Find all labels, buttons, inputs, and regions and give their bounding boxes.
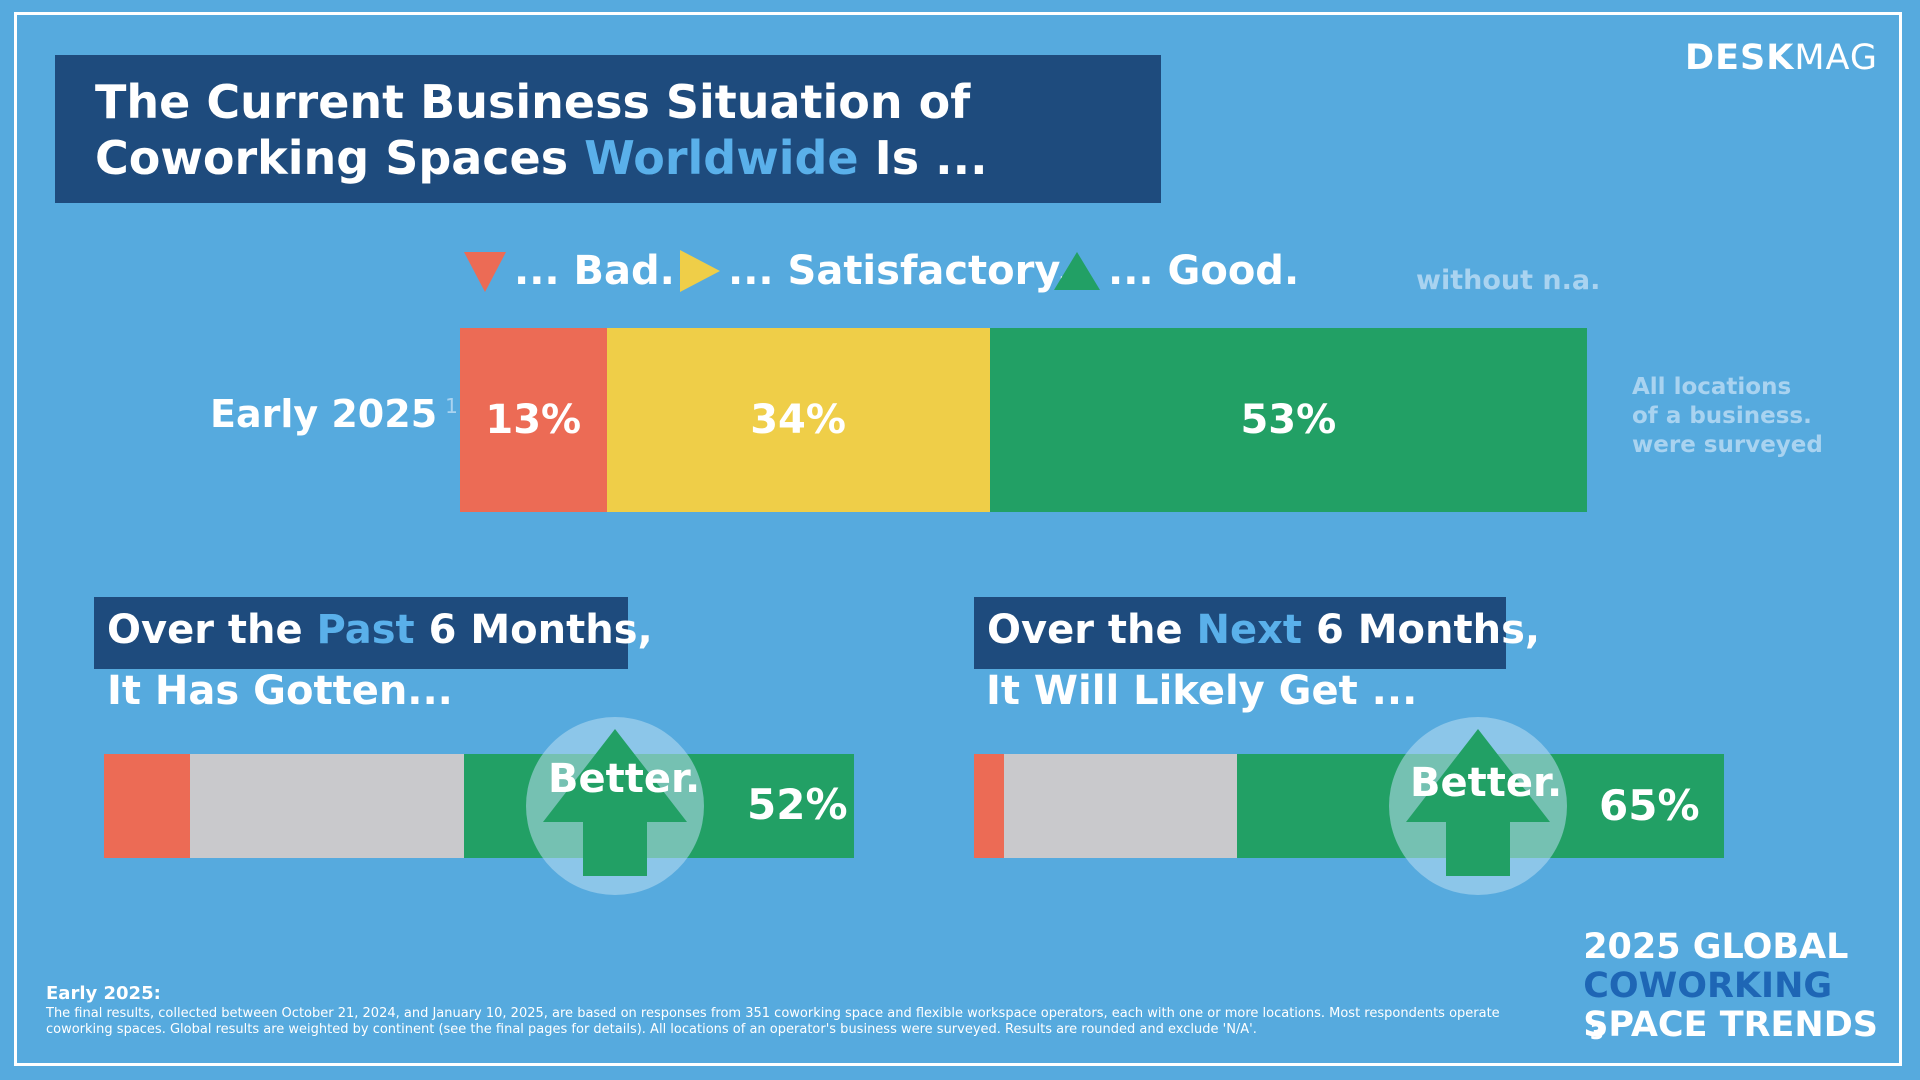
bar-segment-same (190, 754, 464, 858)
up-arrow-icon (1406, 729, 1550, 876)
next-percentage: 65% (1599, 781, 1700, 830)
title-banner: The Current Business Situation of Cowork… (55, 55, 1161, 203)
next-heading: Over the Next 6 Months, (974, 597, 1540, 669)
main-stacked-bar: 13% 34% 53% (460, 328, 1587, 512)
next-subheading: It Will Likely Get ... (986, 668, 1418, 714)
title-suffix: Is ... (858, 131, 988, 185)
past-percentage: 52% (747, 780, 848, 829)
brand-mag: MAG (1794, 38, 1878, 78)
row-label: Early 2025 1 (210, 392, 458, 436)
footnote-title: Early 2025: (46, 983, 161, 1004)
bar-segment-satisfactory (606, 328, 990, 512)
footnote-text: The final results, collected between Oct… (46, 1006, 1500, 1037)
note-line-2: of a business. (1632, 403, 1812, 429)
brand-logo: DESKMAG (1685, 38, 1878, 78)
report-title-line-2: COWORKING (1583, 966, 1833, 1006)
past-heading-highlight: Past (316, 607, 415, 653)
down-triangle-icon (464, 252, 506, 292)
up-triangle-icon (1054, 252, 1100, 290)
brand-desk: DESK (1685, 38, 1795, 78)
note-line-1: All locations (1632, 374, 1792, 400)
locations-note: All locations of a business. were survey… (1632, 373, 1823, 460)
title-line-1: The Current Business Situation of (95, 75, 971, 129)
legend-good: ... Good. (1052, 248, 1299, 294)
legend: ... Bad. ... Satisfactory. ... Good. (0, 248, 1920, 308)
bar-label-bad: 13% (485, 397, 582, 443)
footnote-marker: 1 (445, 394, 458, 419)
bar-segment-good (989, 328, 1587, 512)
next-heading-pre: Over the (987, 607, 1197, 653)
past-badge-label: Better. (548, 756, 701, 802)
bar-segment-bad (460, 328, 607, 512)
bar-segment-worse (104, 754, 191, 858)
up-arrow-icon (543, 729, 687, 876)
past-subheading: It Has Gotten... (107, 668, 453, 714)
bar-label-satisfactory: 34% (750, 397, 846, 443)
next-better-badge (1389, 717, 1567, 895)
next-badge-label: Better. (1410, 760, 1563, 806)
past-heading-pre: Over the (107, 607, 317, 653)
right-triangle-icon (680, 250, 720, 292)
footnote: Early 2025: The final results, collected… (46, 983, 1566, 1038)
next-heading-highlight: Next (1196, 607, 1303, 653)
past-heading-post: 6 Months, (414, 607, 653, 653)
slide-frame (14, 12, 1902, 1066)
bar-segment-worse (974, 754, 1004, 858)
title-text: Coworking Spaces (95, 131, 585, 185)
past-heading: Over the Past 6 Months, (94, 597, 653, 669)
past-stacked-bar (104, 754, 854, 858)
report-title-line-1: 2025 GLOBAL (1583, 927, 1849, 967)
legend-good-label: ... Good. (1108, 248, 1300, 294)
title-highlight: Worldwide (584, 131, 859, 185)
note-line-3: were surveyed (1632, 432, 1823, 458)
bar-segment-same (1004, 754, 1237, 858)
legend-satisfactory-label: ... Satisfactory. (728, 248, 1072, 294)
legend-bad-label: ... Bad. (514, 248, 675, 294)
legend-bad: ... Bad. (462, 248, 675, 294)
report-title: 2025 GLOBAL COWORKING SPACE TRENDS (1583, 928, 1878, 1045)
page-number: 3 (1590, 1020, 1604, 1044)
without-na-note: without n.a. (1416, 265, 1601, 296)
report-title-line-3: SPACE TRENDS (1583, 1005, 1878, 1045)
title-line-2: Coworking Spaces Worldwide Is ... (95, 130, 1161, 186)
past-better-badge (526, 717, 704, 895)
next-heading-post: 6 Months, (1302, 607, 1541, 653)
row-label-text: Early 2025 (210, 392, 438, 436)
legend-satisfactory: ... Satisfactory. (676, 248, 1072, 294)
bar-label-good: 53% (1240, 397, 1337, 443)
